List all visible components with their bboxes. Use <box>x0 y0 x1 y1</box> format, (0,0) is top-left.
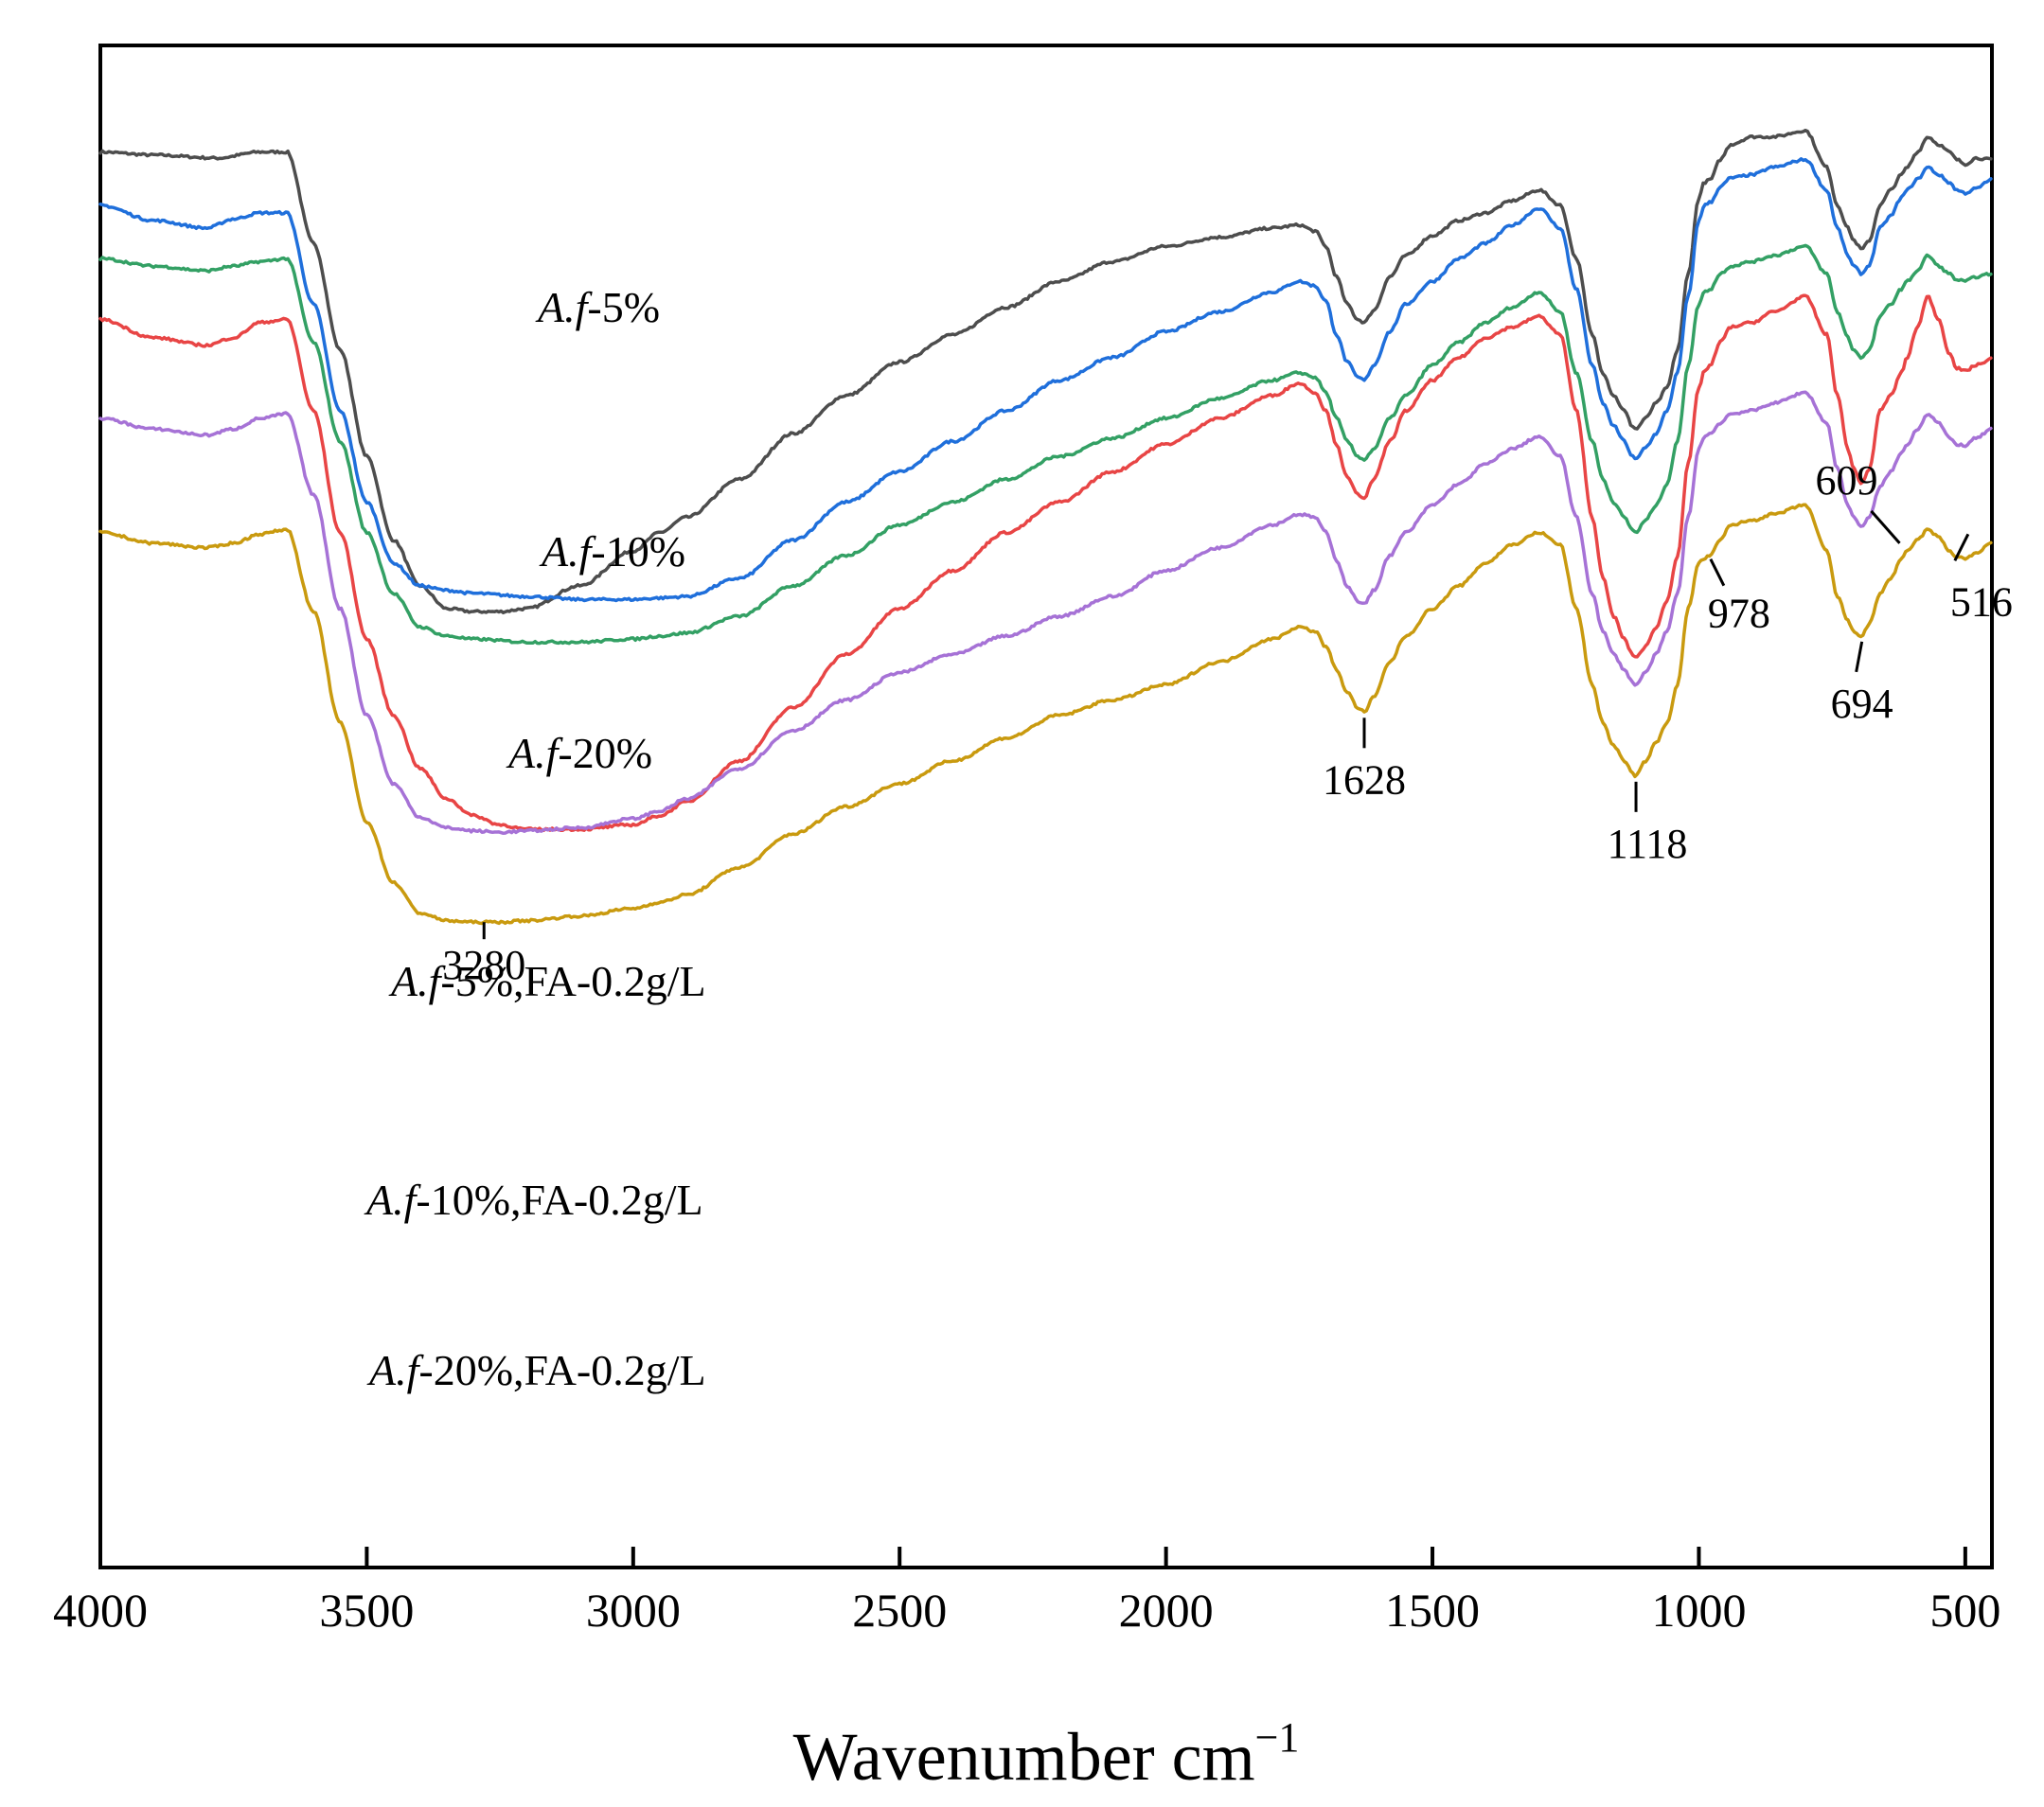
peak-label-609: 609 <box>1816 457 1878 504</box>
x-tick-label-3000: 3000 <box>586 1584 681 1637</box>
plot-frame <box>98 44 1994 1569</box>
x-tick-label-3500: 3500 <box>319 1584 414 1637</box>
series-label-3: A.f-20% <box>506 729 652 777</box>
x-tick-label-4000: 4000 <box>53 1584 148 1637</box>
series-label-1: A.f-5% <box>535 283 660 331</box>
series-label-2-suffix: -10% <box>591 527 685 576</box>
series-line-4 <box>98 293 1993 833</box>
peak-leader-978 <box>1709 558 1726 587</box>
series-label-6: A.f-20%,FA-0.2g/L <box>366 1346 706 1394</box>
series-label-5: A.f-10%,FA-0.2g/L <box>364 1176 703 1224</box>
series-line-6 <box>98 503 1993 926</box>
x-axis-title-text: Wavenumber cm <box>793 1719 1255 1795</box>
series-label-3-italic: A.f <box>506 729 564 777</box>
x-tick-label-2500: 2500 <box>852 1584 947 1637</box>
peak-label-3280: 3280 <box>442 942 525 988</box>
x-axis-title-superscript: −1 <box>1255 1714 1300 1761</box>
series-label-4: A.f-5%,FA-0.2g/L <box>388 957 706 1005</box>
series-line-2 <box>98 157 1993 603</box>
x-axis-tick-labels: 4000 3500 3000 2500 2000 1500 1000 500 <box>53 1584 2000 1637</box>
peak-annotations: 3280 1628 1118 978 694 609 516 <box>442 457 2013 988</box>
x-tick-label-1500: 1500 <box>1385 1584 1480 1637</box>
peak-leader-516 <box>1953 533 1970 561</box>
peak-label-516: 516 <box>1950 578 2013 625</box>
peak-label-1628: 1628 <box>1323 756 1406 803</box>
series-line-1 <box>98 128 1993 615</box>
peak-label-694: 694 <box>1831 681 1893 727</box>
series-labels: A.f-5%A.f-10%A.f-20%A.f-5%,FA-0.2g/LA.f-… <box>364 283 706 1394</box>
series-label-2: A.f-10% <box>539 527 685 576</box>
series-label-6-italic: A.f <box>366 1346 425 1394</box>
peak-label-1118: 1118 <box>1608 821 1688 867</box>
series-line-5 <box>98 390 1993 836</box>
series-label-2-italic: A.f <box>539 527 597 576</box>
series-label-1-suffix: -5% <box>587 283 660 331</box>
spectra-group <box>98 128 1993 926</box>
peak-leader-609 <box>1870 509 1901 544</box>
x-axis-title: Wavenumber cm−1 <box>793 1714 1300 1795</box>
series-label-5-italic: A.f <box>364 1176 422 1224</box>
series-label-4-suffix: -5%,FA-0.2g/L <box>440 957 705 1005</box>
series-label-3-suffix: -20% <box>558 729 652 777</box>
series-label-4-italic: A.f <box>388 957 447 1005</box>
series-label-5-suffix: -10%,FA-0.2g/L <box>416 1176 702 1224</box>
series-label-6-suffix: -20%,FA-0.2g/L <box>418 1346 705 1394</box>
series-line-3 <box>98 243 1993 646</box>
x-tick-label-2000: 2000 <box>1119 1584 1214 1637</box>
peak-leader-694 <box>1855 641 1864 673</box>
peak-label-978: 978 <box>1708 591 1770 637</box>
x-tick-label-500: 500 <box>1929 1584 2000 1637</box>
series-label-1-italic: A.f <box>535 283 594 331</box>
x-axis-ticks <box>98 1547 1967 1568</box>
x-tick-label-1000: 1000 <box>1651 1584 1746 1637</box>
